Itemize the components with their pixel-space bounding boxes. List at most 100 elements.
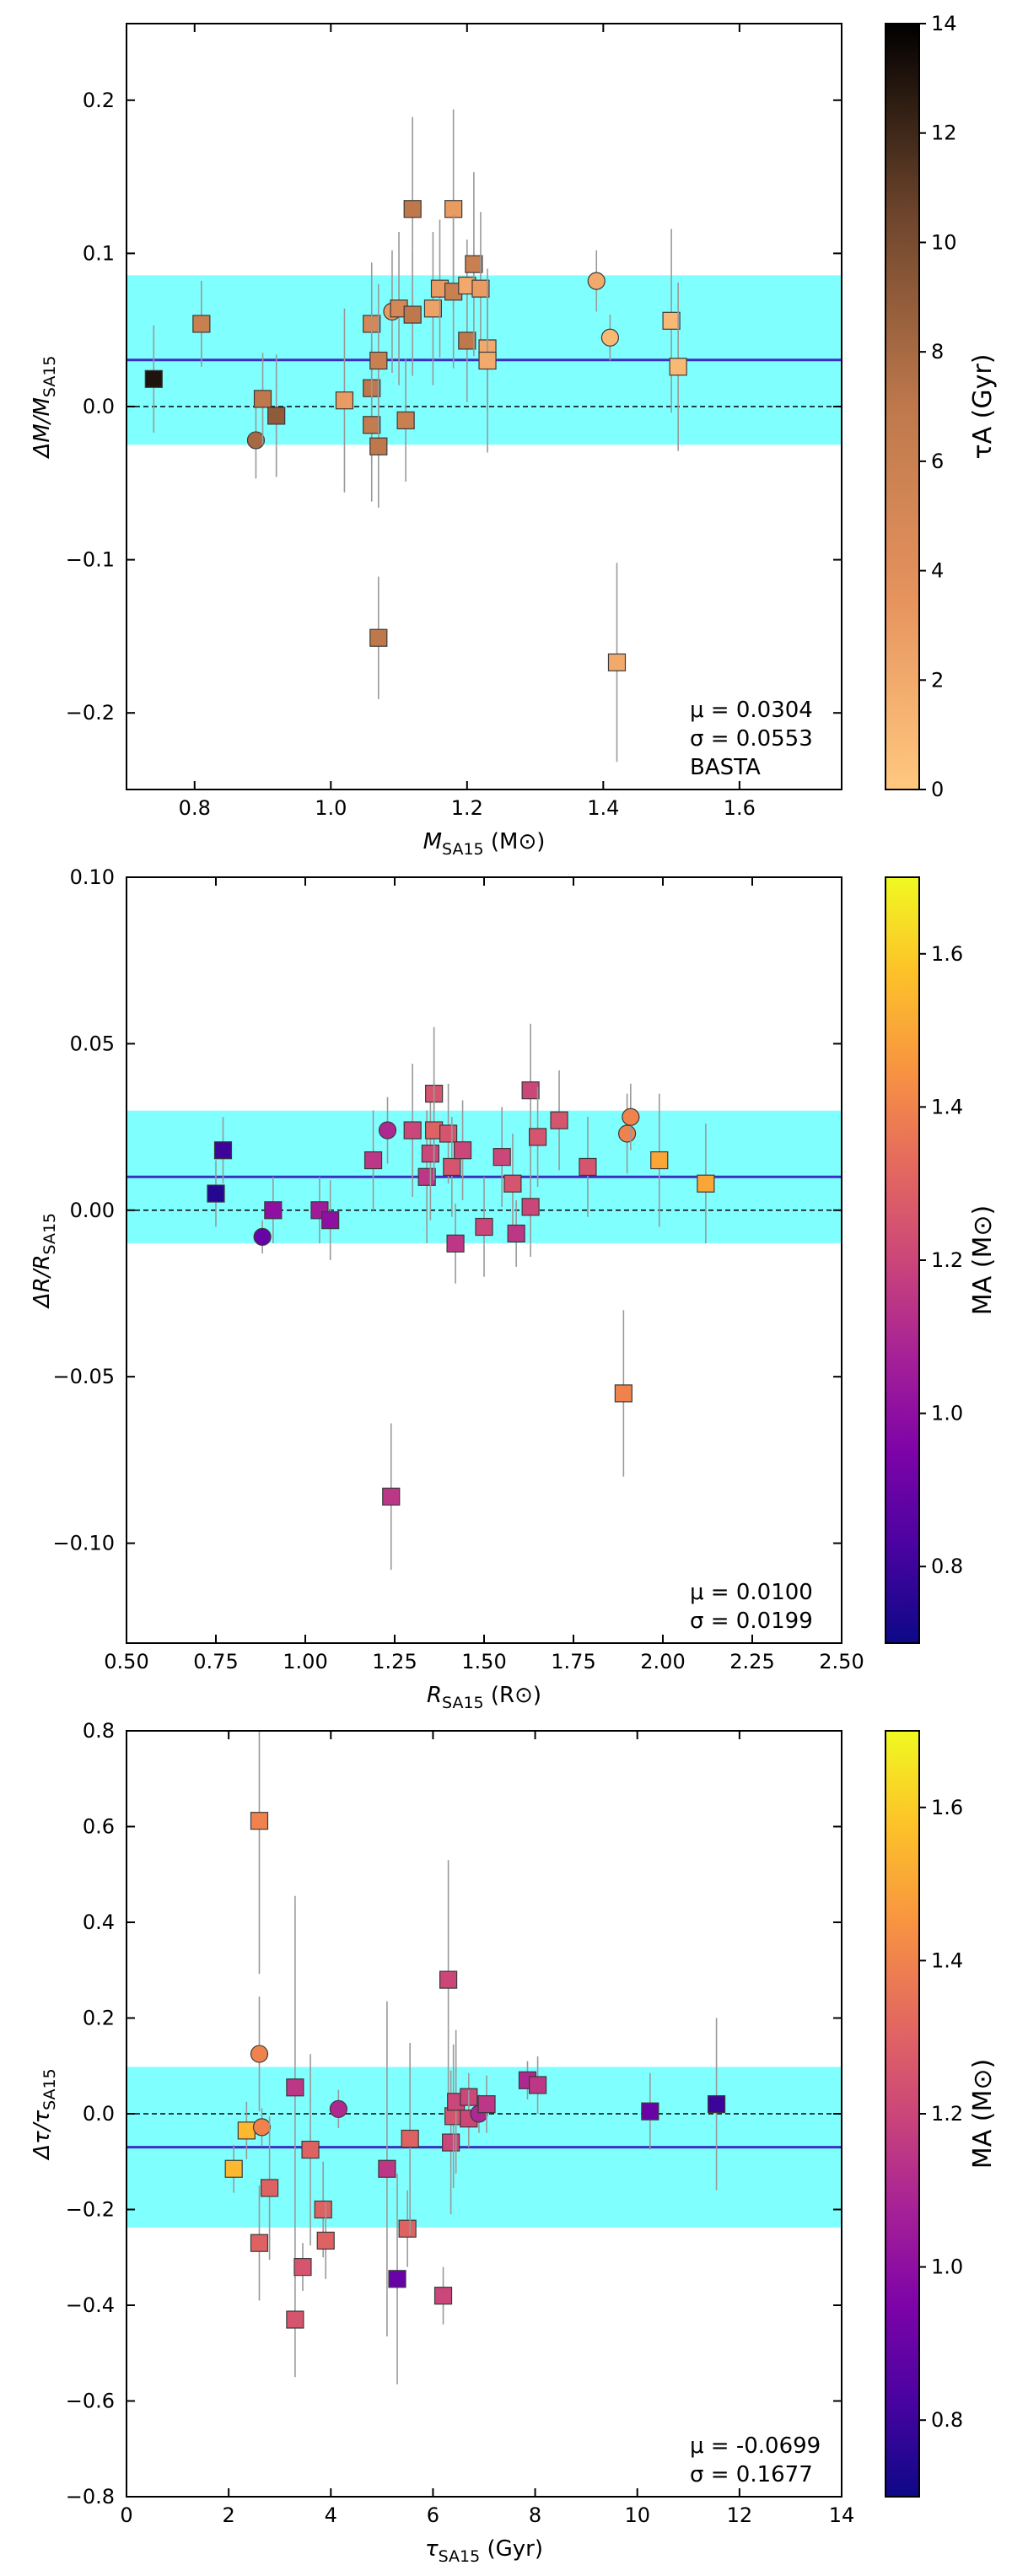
x-tick-label: 8: [529, 2503, 541, 2527]
colorbar-tick-label: 6: [931, 450, 944, 473]
data-point-square: [478, 351, 497, 370]
data-point-square: [363, 1151, 383, 1170]
stats-annotation: μ = 0.0304: [690, 698, 813, 723]
x-tick-label: 0: [120, 2503, 132, 2527]
colorbar-gradient: [885, 23, 920, 790]
data-point-square: [475, 1217, 493, 1237]
data-point-square: [396, 411, 415, 429]
colorbar-tick-label: 8: [931, 340, 944, 364]
colorbar-tick-label: 2: [931, 668, 944, 692]
colorbar-tick-label: 1.0: [931, 2255, 963, 2279]
data-point-square: [421, 1145, 439, 1163]
data-point-square: [335, 391, 354, 410]
stats-annotation: μ = -0.0699: [690, 2433, 821, 2459]
x-tick-label: 2.50: [819, 1650, 864, 1673]
x-tick-label: 1.2: [451, 796, 483, 820]
data-point-square: [707, 2095, 726, 2114]
data-point-square: [267, 407, 286, 425]
data-point-square: [403, 305, 422, 324]
x-tick-label: 1.6: [724, 796, 756, 820]
data-point-square: [369, 351, 388, 370]
x-tick-label: 0.50: [104, 1650, 148, 1673]
data-point-square: [614, 1384, 632, 1403]
panel-age: 0 2 4 6 8 10 12 14 −0.8 −0.6 −0.4 −0.2 0.0 0.2 0.4 0.6 0…: [30, 1719, 998, 2566]
y-tick-label: 0.1: [83, 241, 115, 265]
x-tick-label: 4: [325, 2503, 337, 2527]
data-point-square: [382, 1487, 401, 1506]
data-point-square: [314, 2200, 332, 2219]
data-point-square: [369, 628, 388, 647]
y-axis-label: Δτ/τSA15: [30, 2068, 59, 2160]
colorbar-tick-label: 12: [931, 121, 957, 145]
colorbar-gradient: [885, 1730, 920, 2498]
data-point-square: [446, 1234, 465, 1253]
x-tick-label: 10: [624, 2503, 650, 2527]
colorbar: 0.8 1.0 1.2 1.4 1.6 MA (M⊙): [885, 876, 998, 1644]
panel-mass: 0.8 1.0 1.2 1.4 1.6 −0.2 −0.1 0.0 0.1 0.2 MSA15 (M…: [30, 12, 998, 859]
y-tick-label: 0.00: [70, 1199, 115, 1222]
data-point-square: [403, 1121, 422, 1140]
colorbar-tick-label: 0.8: [931, 2408, 963, 2432]
data-point-square: [192, 315, 211, 333]
data-point-square: [528, 2076, 547, 2094]
data-point-square: [388, 2270, 406, 2288]
colorbar-tick-label: 10: [931, 230, 957, 254]
data-point-square: [301, 2140, 320, 2159]
data-point-square: [471, 279, 490, 298]
x-tick-label: 0.75: [193, 1650, 238, 1673]
x-tick-label: 1.75: [551, 1650, 595, 1673]
stats-annotation: σ = 0.0553: [690, 726, 813, 752]
colorbar-tick-label: 0.8: [931, 1555, 963, 1578]
y-tick-label: 0.0: [83, 2102, 115, 2126]
data-point-square: [507, 1224, 525, 1243]
data-point-circle: [378, 1121, 397, 1140]
x-axis-label: τSA15 (Gyr): [425, 2536, 543, 2566]
x-tick-label: 1.00: [283, 1650, 327, 1673]
colorbar-label: MA (M⊙): [968, 2059, 998, 2169]
data-point-square: [363, 416, 381, 434]
y-tick-label: 0.2: [83, 89, 115, 112]
data-point-square: [650, 1151, 669, 1170]
data-point-square: [398, 2219, 417, 2238]
data-point-square: [250, 1812, 269, 1830]
x-tick-label: 1.50: [461, 1650, 506, 1673]
data-point-square: [224, 2159, 243, 2178]
data-point-square: [521, 1081, 540, 1100]
data-points: [207, 1023, 715, 1571]
panel-radius: 0.50 0.75 1.00 1.25 1.50 1.75 2.00 2.25 2.50 −0.1…: [30, 865, 998, 1712]
x-tick-label: 1.25: [372, 1650, 417, 1673]
colorbar-tick-label: 14: [931, 12, 957, 35]
data-point-square: [207, 1184, 225, 1203]
data-point-square: [144, 369, 163, 388]
data-point-square: [213, 1141, 233, 1160]
x-axis-label: RSA15 (R⊙): [427, 1683, 541, 1712]
data-point-square: [607, 653, 627, 671]
y-axis-label: ΔM/MSA15: [30, 355, 59, 459]
data-point-square: [503, 1174, 522, 1193]
data-point-circle: [622, 1107, 640, 1126]
colorbar-tick-label: 1.2: [931, 2102, 963, 2126]
data-points: [144, 109, 687, 763]
data-point-square: [253, 390, 272, 408]
x-tick-label: 2: [223, 2503, 235, 2527]
y-tick-label: 0.05: [70, 1032, 115, 1055]
y-tick-label: 0.10: [70, 865, 115, 889]
data-point-square: [439, 1970, 458, 1989]
stats-annotation: σ = 0.1677: [690, 2462, 813, 2487]
data-point-square: [465, 255, 483, 273]
colorbar-tick-label: 1.2: [931, 1248, 963, 1272]
data-point-square: [261, 2179, 279, 2197]
data-point-square: [477, 2095, 496, 2114]
x-tick-label: 0.8: [179, 796, 211, 820]
data-point-square: [579, 1157, 597, 1177]
y-tick-label: 0.6: [83, 1815, 115, 1839]
x-axis-label: MSA15 (M⊙): [423, 829, 546, 859]
data-point-square: [662, 311, 681, 330]
data-point-square: [453, 1141, 472, 1160]
data-point-square: [423, 299, 443, 318]
data-point-square: [286, 2310, 304, 2329]
y-tick-label: −0.2: [66, 2198, 115, 2222]
colorbar-tick-label: 0: [931, 778, 944, 801]
data-point-circle: [617, 1124, 637, 1143]
